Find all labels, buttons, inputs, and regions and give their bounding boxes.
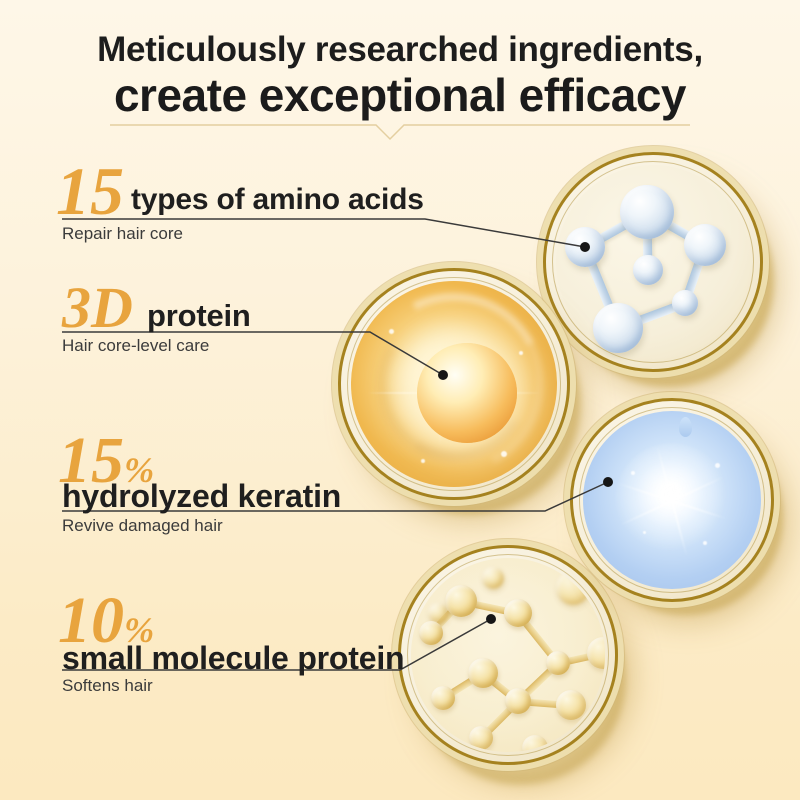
gold-dish-content <box>351 281 557 487</box>
molecule-sphere <box>556 690 586 720</box>
ingredient-4-description: Softens hair <box>62 676 153 695</box>
molecule-sphere <box>684 224 726 266</box>
molecule-sphere <box>505 688 531 714</box>
keratin-dish-content <box>583 411 761 589</box>
molecule-sphere <box>431 686 455 710</box>
ingredient-3-description: Revive damaged hair <box>62 516 223 535</box>
ingredient-2-description: Hair core-level care <box>62 336 210 355</box>
sparkle <box>519 351 523 355</box>
sparkle <box>703 541 707 545</box>
protein-orb-dish-image <box>338 268 585 519</box>
molecule-sphere <box>620 185 674 239</box>
droplet <box>679 417 692 437</box>
molecule-sphere <box>482 567 504 589</box>
molecule-sphere <box>556 571 590 605</box>
ingredient-1-value: 15 <box>56 157 124 225</box>
ingredient-4-label: small molecule protein <box>62 640 405 676</box>
molecule-sphere <box>419 621 443 645</box>
sparkle <box>501 451 507 457</box>
molecule-sphere <box>468 658 498 688</box>
molecule-sphere <box>587 637 605 669</box>
sparkle <box>715 463 720 468</box>
title-divider <box>110 124 690 141</box>
molecule-sphere <box>565 227 605 267</box>
molecule-sphere <box>504 599 532 627</box>
keratin-dish-image <box>570 398 787 619</box>
ingredient-2-value: 3D <box>62 279 133 337</box>
ingredient-1-description: Repair hair core <box>62 224 183 243</box>
value-text: 3D <box>62 275 133 340</box>
ingredient-1-label: types of amino acids <box>131 183 424 216</box>
page-title-line2: create exceptional efficacy <box>113 69 687 121</box>
molecule-sphere <box>633 255 663 285</box>
sparkle <box>421 459 425 463</box>
molecule-sphere <box>593 303 643 353</box>
golden-protein-orb <box>417 343 517 443</box>
page-title-line1: Meticulously researched ingredients, <box>97 30 703 69</box>
molecule-sphere <box>522 735 548 752</box>
molecule-sphere <box>546 651 570 675</box>
sparkle <box>631 471 635 475</box>
ingredient-3-label: hydrolyzed keratin <box>62 478 342 514</box>
molecule-sphere <box>428 603 448 623</box>
amino-acids-dish-image <box>543 152 778 391</box>
ingredient-2-label: protein <box>147 298 251 333</box>
molecule-sphere <box>469 726 493 750</box>
molecule-sphere <box>445 585 477 617</box>
molecule-sphere <box>672 290 698 316</box>
sparkle <box>389 329 394 334</box>
sparkle <box>643 531 646 534</box>
value-text: 15 <box>56 153 124 229</box>
